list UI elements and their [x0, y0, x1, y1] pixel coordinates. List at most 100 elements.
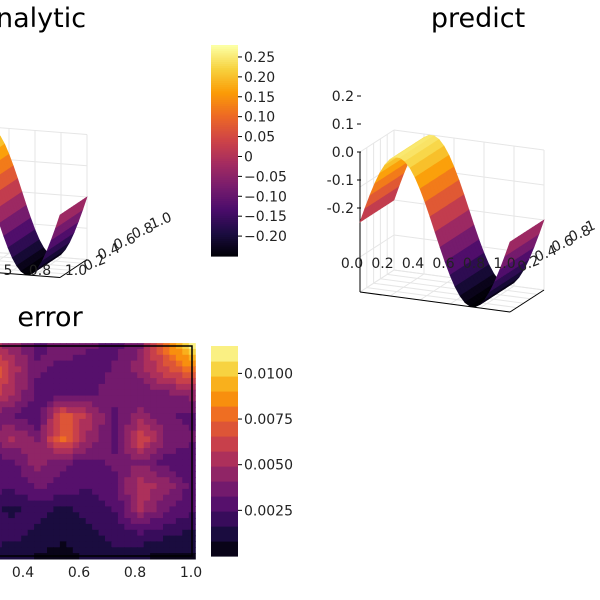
heatmap-cell	[21, 518, 29, 525]
colorbar-band	[211, 346, 238, 362]
heatmap-cell	[169, 535, 177, 542]
heatmap-cell	[163, 453, 170, 461]
heatmap-cell	[72, 488, 80, 496]
heatmap-cell	[111, 547, 119, 554]
heatmap-cell	[59, 401, 67, 408]
heatmap-cell	[72, 547, 80, 554]
heatmap-cell	[105, 442, 112, 449]
heatmap-cell	[72, 535, 80, 542]
heatmap-cell	[169, 360, 177, 367]
heatmap-cell	[182, 430, 190, 437]
z-tick-label: 0.1	[332, 117, 354, 133]
heatmap-cell	[21, 389, 29, 397]
heatmap-cell	[163, 477, 170, 484]
heatmap-cell	[72, 430, 80, 437]
heatmap-cell	[137, 372, 145, 379]
heatmap-cell	[14, 453, 22, 461]
heatmap-cell	[66, 366, 74, 373]
heatmap-cell	[105, 448, 112, 455]
heatmap-cell	[137, 541, 145, 548]
heatmap-cell	[72, 348, 80, 356]
heatmap-cell	[169, 418, 177, 426]
heatmap-cell	[8, 383, 16, 391]
heatmap-cell	[34, 523, 42, 531]
heatmap-cell	[150, 512, 158, 519]
heatmap-cell	[47, 348, 54, 356]
colorbar-band	[211, 361, 238, 377]
heatmap-cell	[150, 372, 158, 379]
heatmap-cell	[85, 418, 93, 426]
heatmap-cell	[59, 413, 67, 420]
heatmap-cell	[14, 378, 22, 385]
heatmap-cell	[105, 523, 112, 531]
heatmap-cell	[1, 354, 9, 362]
heatmap-cell	[143, 506, 151, 513]
heatmap-cell	[34, 424, 42, 432]
heatmap-cell	[175, 442, 183, 449]
heatmap-cell	[175, 459, 183, 467]
colorbar-gradient	[211, 95, 238, 99]
heatmap-cell	[175, 389, 183, 397]
heatmap-cell	[79, 442, 87, 449]
heatmap-cell	[182, 360, 190, 367]
heatmap-cell	[156, 372, 164, 379]
heatmap-cell	[79, 547, 87, 554]
heatmap-cell	[79, 500, 87, 507]
heatmap-cell	[175, 401, 183, 408]
heatmap-cell	[66, 354, 74, 362]
heatmap-cell	[156, 448, 164, 455]
colorbar-gradient	[211, 190, 238, 194]
heatmap-cell	[98, 500, 106, 507]
heatmap-cell	[105, 541, 112, 548]
heatmap-cell	[72, 413, 80, 420]
heatmap-cell	[47, 453, 54, 461]
heatmap-cell	[72, 436, 80, 443]
heatmap-cell	[105, 471, 112, 478]
heatmap-cell	[143, 413, 151, 420]
heatmap-cell	[92, 523, 100, 531]
heatmap-cell	[111, 360, 119, 367]
heatmap-cell	[175, 354, 183, 362]
heatmap-cell	[124, 523, 132, 531]
heatmap-cell	[156, 407, 164, 414]
heatmap-cell	[1, 488, 9, 496]
heatmap-cell	[182, 348, 190, 356]
heatmap-cell	[182, 459, 190, 467]
heatmap-cell	[72, 529, 80, 537]
heatmap-cell	[137, 360, 145, 367]
heatmap-cell	[111, 523, 119, 531]
heatmap-cell	[47, 448, 54, 455]
heatmap-cell	[1, 465, 9, 472]
colorbar-gradient	[211, 47, 238, 50]
colorbar-tick-label: −0.10	[244, 189, 287, 205]
heatmap-cell	[72, 523, 80, 531]
heatmap-cell	[137, 378, 145, 385]
heatmap-cell	[92, 465, 100, 472]
heatmap-cell	[137, 366, 145, 373]
heatmap-cell	[85, 541, 93, 548]
heatmap-cell	[124, 471, 132, 478]
heatmap-cell	[124, 518, 132, 525]
heatmap-cell	[137, 506, 145, 513]
heatmap-cell	[21, 523, 29, 531]
heatmap-cell	[105, 360, 112, 367]
heatmap-cell	[156, 389, 164, 397]
heatmap-cell	[143, 523, 151, 531]
heatmap-cell	[53, 471, 61, 478]
heatmap-cell	[182, 395, 190, 402]
heatmap-cell	[137, 465, 145, 472]
heatmap-cell	[143, 401, 151, 408]
heatmap-cell	[130, 383, 138, 391]
analytic-x-ticks: 5 0.8 1.0	[4, 263, 88, 279]
heatmap-cell	[0, 372, 3, 379]
heatmap-cell	[175, 372, 183, 379]
heatmap-cell	[1, 471, 9, 478]
heatmap-cell	[137, 413, 145, 420]
heatmap-cell	[27, 366, 35, 373]
heatmap-cell	[105, 383, 112, 391]
heatmap-cell	[21, 535, 29, 542]
colorbar-gradient	[211, 148, 238, 152]
heatmap-cell	[47, 465, 54, 472]
heatmap-cell	[53, 483, 61, 490]
colorbar-tick-label: 0.0100	[244, 366, 293, 382]
